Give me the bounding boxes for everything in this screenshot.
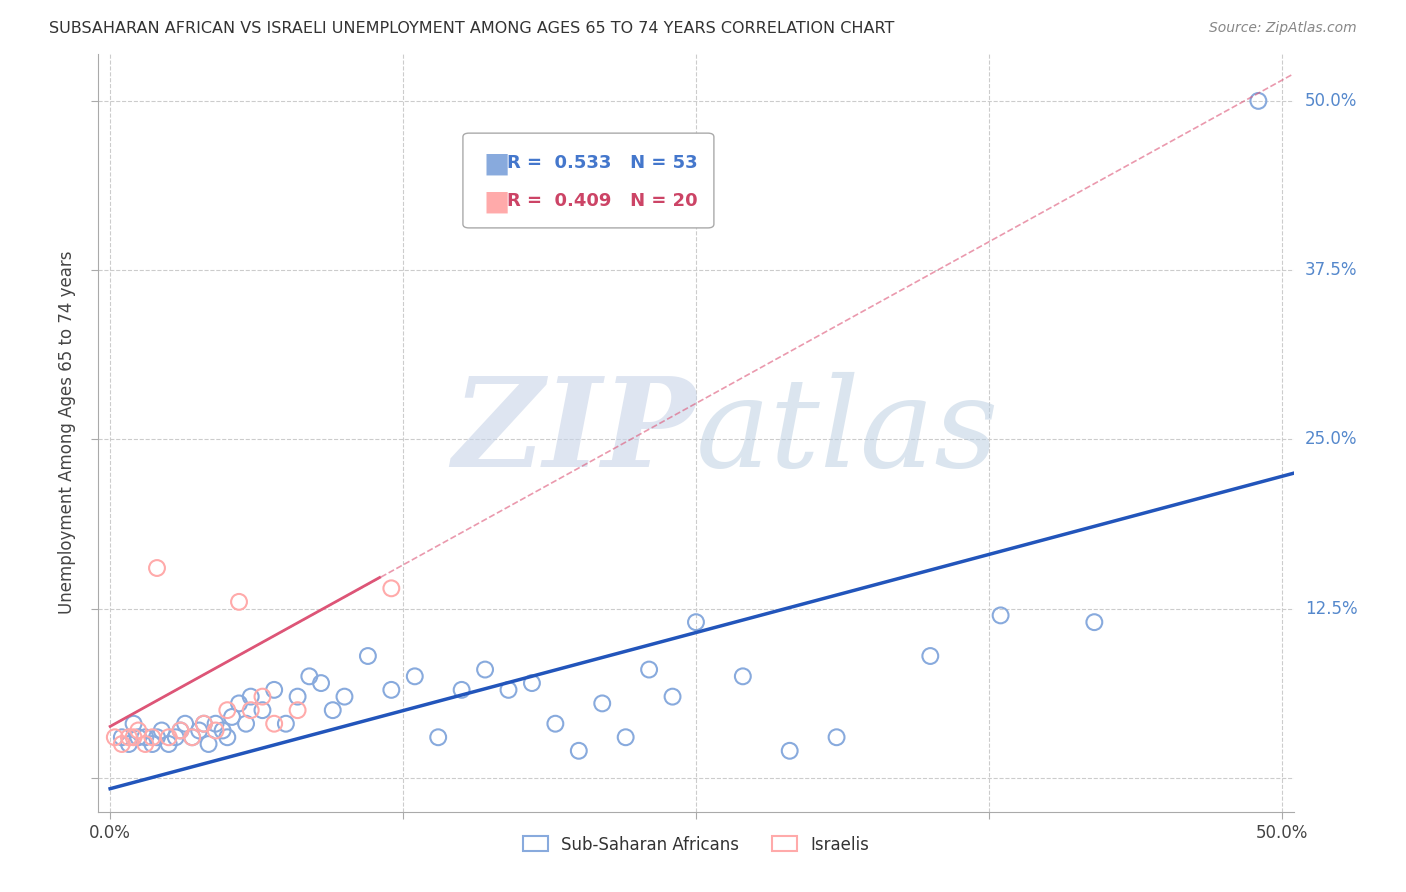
- Point: [197, 737, 219, 751]
- Text: SUBSAHARAN AFRICAN VS ISRAELI UNEMPLOYMENT AMONG AGES 65 TO 74 YEARS CORRELATION: SUBSAHARAN AFRICAN VS ISRAELI UNEMPLOYME…: [49, 21, 894, 36]
- Point: [193, 716, 215, 731]
- Point: [146, 561, 169, 575]
- Point: [825, 731, 848, 745]
- Point: [127, 723, 149, 738]
- Point: [638, 663, 661, 677]
- Point: [111, 731, 134, 745]
- Point: [685, 615, 707, 630]
- Point: [920, 648, 942, 663]
- Point: [404, 669, 426, 683]
- Point: [309, 676, 332, 690]
- Point: [333, 690, 356, 704]
- Point: [181, 731, 204, 745]
- Point: [474, 663, 496, 677]
- Point: [193, 716, 215, 731]
- Point: [228, 595, 250, 609]
- Point: [134, 731, 156, 745]
- Point: [122, 716, 145, 731]
- Point: [779, 744, 801, 758]
- Point: [380, 682, 402, 697]
- Point: [239, 690, 262, 704]
- Point: [134, 737, 156, 751]
- Point: [287, 690, 309, 704]
- Point: [217, 731, 239, 745]
- Point: [591, 697, 613, 711]
- Point: [568, 744, 591, 758]
- Point: [661, 690, 683, 704]
- Point: [322, 703, 344, 717]
- Point: [157, 737, 180, 751]
- Text: R =  0.533   N = 53: R = 0.533 N = 53: [508, 154, 697, 172]
- Point: [122, 731, 145, 745]
- Point: [235, 716, 257, 731]
- Point: [228, 697, 250, 711]
- Point: [990, 608, 1012, 623]
- Point: [544, 716, 567, 731]
- Text: 25.0%: 25.0%: [1305, 430, 1357, 449]
- Point: [221, 710, 243, 724]
- Point: [239, 703, 262, 717]
- Point: [204, 716, 226, 731]
- Point: [274, 716, 297, 731]
- Point: [614, 731, 637, 745]
- Point: [520, 676, 543, 690]
- Text: 37.5%: 37.5%: [1305, 261, 1357, 279]
- Y-axis label: Unemployment Among Ages 65 to 74 years: Unemployment Among Ages 65 to 74 years: [58, 251, 76, 615]
- Point: [127, 731, 149, 745]
- Point: [211, 723, 233, 738]
- Point: [188, 723, 211, 738]
- Point: [252, 703, 274, 717]
- Text: ■: ■: [484, 187, 509, 215]
- Point: [287, 703, 309, 717]
- Point: [450, 682, 472, 697]
- Point: [263, 682, 285, 697]
- Point: [169, 723, 191, 738]
- Text: 50.0%: 50.0%: [1305, 92, 1357, 110]
- Point: [165, 731, 187, 745]
- Point: [111, 737, 134, 751]
- Point: [217, 703, 239, 717]
- Point: [498, 682, 520, 697]
- Legend: Sub-Saharan Africans, Israelis: Sub-Saharan Africans, Israelis: [516, 829, 876, 860]
- Point: [298, 669, 321, 683]
- Text: ■: ■: [484, 150, 509, 178]
- Point: [1083, 615, 1105, 630]
- Point: [141, 731, 163, 745]
- Text: R =  0.409   N = 20: R = 0.409 N = 20: [508, 193, 697, 211]
- Point: [427, 731, 450, 745]
- Point: [263, 716, 285, 731]
- Text: Source: ZipAtlas.com: Source: ZipAtlas.com: [1209, 21, 1357, 35]
- Text: 12.5%: 12.5%: [1305, 599, 1357, 617]
- Point: [181, 731, 204, 745]
- Point: [169, 723, 191, 738]
- Point: [150, 723, 173, 738]
- Point: [252, 690, 274, 704]
- Point: [204, 723, 226, 738]
- Point: [146, 731, 169, 745]
- Point: [357, 648, 380, 663]
- Text: ZIP: ZIP: [453, 372, 696, 493]
- Point: [141, 737, 163, 751]
- FancyBboxPatch shape: [463, 133, 714, 228]
- Text: atlas: atlas: [696, 372, 1000, 493]
- Point: [380, 582, 402, 596]
- Point: [731, 669, 754, 683]
- Point: [1247, 94, 1270, 108]
- Point: [157, 731, 180, 745]
- Point: [174, 716, 197, 731]
- Point: [118, 737, 141, 751]
- Point: [104, 731, 127, 745]
- Point: [118, 731, 141, 745]
